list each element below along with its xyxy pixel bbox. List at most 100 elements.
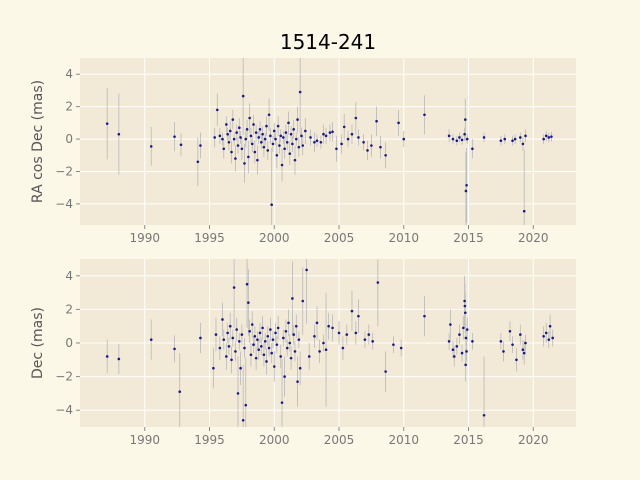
- data-point: [226, 331, 229, 335]
- data-point: [178, 390, 182, 394]
- data-point: [307, 355, 311, 358]
- data-point: [261, 132, 264, 136]
- data-point: [214, 333, 218, 336]
- data-point: [244, 137, 248, 141]
- data-point: [464, 336, 468, 340]
- data-point: [279, 134, 283, 138]
- data-point: [280, 163, 284, 167]
- data-point: [519, 333, 522, 336]
- x-tick-label: 2010: [388, 231, 419, 245]
- data-point: [265, 124, 268, 128]
- data-point: [248, 116, 251, 120]
- data-point: [324, 348, 328, 352]
- y-tick-label: 4: [65, 67, 73, 81]
- x-tick-label: 2015: [453, 433, 484, 447]
- data-point: [276, 124, 280, 128]
- data-point: [231, 336, 235, 340]
- data-point: [276, 326, 280, 330]
- data-point: [341, 346, 345, 350]
- data-point: [362, 141, 365, 144]
- data-point: [462, 326, 465, 330]
- data-point: [508, 329, 512, 333]
- data-point: [199, 336, 202, 340]
- data-point: [327, 324, 330, 328]
- data-point: [288, 152, 292, 155]
- y-tick-label: 0: [65, 336, 73, 350]
- x-tick-label: 2020: [518, 433, 549, 447]
- data-point: [357, 314, 360, 318]
- data-point: [522, 209, 526, 213]
- data-point: [270, 351, 273, 355]
- data-point: [451, 137, 455, 141]
- y-tick-label: 2: [65, 100, 73, 114]
- data-point: [267, 346, 271, 350]
- data-point: [399, 346, 403, 350]
- data-point: [511, 139, 514, 142]
- data-point: [513, 137, 517, 141]
- data-point: [245, 128, 249, 131]
- data-point: [305, 268, 308, 272]
- data-point: [218, 346, 222, 350]
- data-point: [218, 134, 222, 138]
- data-point: [331, 130, 334, 134]
- data-point: [319, 141, 323, 144]
- data-point: [460, 351, 464, 355]
- data-point: [447, 134, 451, 138]
- data-point: [337, 331, 341, 335]
- data-point: [240, 333, 244, 336]
- data-point: [239, 366, 242, 370]
- data-point: [465, 137, 469, 141]
- data-point: [296, 118, 299, 121]
- data-point: [282, 136, 285, 139]
- data-point: [384, 370, 387, 373]
- data-point: [258, 331, 262, 335]
- data-point: [460, 138, 464, 142]
- data-point: [117, 132, 121, 136]
- data-point: [244, 403, 248, 407]
- data-point: [179, 143, 183, 147]
- data-point: [228, 324, 232, 328]
- data-point: [275, 153, 279, 157]
- data-point: [366, 149, 369, 152]
- data-point: [105, 122, 109, 125]
- data-point: [225, 355, 228, 358]
- data-point: [228, 129, 232, 133]
- x-tick-label: 2015: [453, 231, 484, 245]
- y-axis-label: Dec (mas): [30, 307, 46, 379]
- x-tick-label: 2005: [324, 231, 355, 245]
- data-point: [278, 144, 281, 147]
- x-tick-label: 1990: [129, 433, 160, 447]
- data-point: [173, 347, 176, 351]
- data-point: [304, 129, 307, 133]
- y-tick-label: −4: [55, 197, 73, 211]
- data-point: [324, 134, 328, 138]
- data-point: [357, 136, 360, 139]
- data-point: [250, 323, 254, 326]
- data-point: [292, 128, 295, 131]
- data-point: [293, 158, 297, 162]
- data-point: [346, 137, 350, 141]
- data-point: [252, 123, 255, 126]
- data-point: [283, 147, 286, 151]
- data-point: [247, 301, 250, 304]
- data-point: [256, 158, 259, 162]
- data-point: [463, 132, 466, 136]
- data-point: [252, 343, 255, 346]
- data-point: [274, 137, 277, 141]
- data-point: [287, 321, 290, 325]
- data-point: [285, 346, 289, 350]
- data-point: [213, 136, 216, 139]
- data-point: [371, 340, 374, 343]
- data-point: [227, 141, 231, 144]
- data-point: [548, 324, 552, 328]
- data-point: [289, 356, 293, 360]
- data-point: [315, 321, 319, 325]
- data-point: [455, 139, 459, 142]
- data-point: [301, 299, 305, 303]
- data-point: [522, 351, 526, 355]
- y-tick-label: 4: [65, 269, 73, 283]
- data-point: [227, 345, 231, 348]
- data-point: [266, 334, 270, 338]
- data-point: [260, 345, 263, 348]
